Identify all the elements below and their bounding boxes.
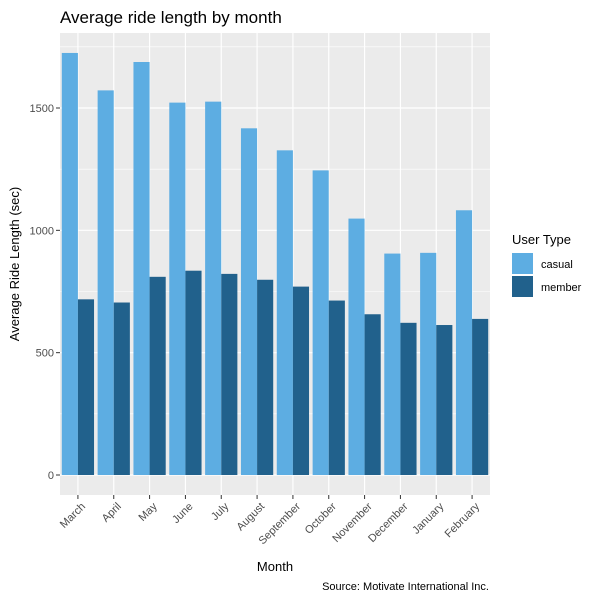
bar-member-july xyxy=(221,273,238,475)
bar-member-october xyxy=(328,300,345,475)
x-tick-label: July xyxy=(209,500,232,523)
y-axis-title: Average Ride Length (sec) xyxy=(7,187,22,341)
bar-casual-february xyxy=(455,210,473,475)
x-tick-label: January xyxy=(410,500,447,537)
bar-member-june xyxy=(185,270,202,475)
bar-member-january xyxy=(436,325,453,475)
chart-title: Average ride length by month xyxy=(60,8,282,27)
bar-member-may xyxy=(149,276,166,475)
y-tick-label: 1000 xyxy=(30,225,54,237)
bar-casual-june xyxy=(169,102,186,475)
y-tick-label: 500 xyxy=(36,348,54,360)
bars xyxy=(61,52,489,476)
bar-casual-january xyxy=(420,252,437,475)
x-tick-label: March xyxy=(58,501,88,531)
bar-casual-march xyxy=(61,52,78,475)
bar-casual-august xyxy=(240,128,258,476)
x-tick-label: October xyxy=(303,500,339,536)
plot-panel xyxy=(60,33,490,495)
bar-member-april xyxy=(113,302,130,475)
bar-casual-october xyxy=(312,170,329,475)
bar-casual-december xyxy=(384,253,401,475)
legend-label-member: member xyxy=(541,282,582,294)
bar-casual-may xyxy=(133,62,150,476)
y-tick-label: 0 xyxy=(48,470,54,482)
x-tick-label: April xyxy=(100,501,124,525)
legend-key-casual xyxy=(512,253,533,274)
legend-label-casual: casual xyxy=(541,259,573,271)
legend: User Type casual member xyxy=(512,232,582,297)
bar-member-march xyxy=(77,299,95,475)
x-tick-label: June xyxy=(170,501,195,526)
bar-casual-september xyxy=(276,150,293,475)
x-tick-label: August xyxy=(235,501,268,534)
bar-member-december xyxy=(400,322,417,475)
y-tick-label: 1500 xyxy=(30,103,54,115)
bar-member-november xyxy=(364,314,381,475)
y-axis: 0 500 1000 1500 xyxy=(30,103,60,482)
source-caption: Source: Motivate International Inc. xyxy=(322,581,489,593)
bar-casual-april xyxy=(97,90,114,475)
legend-key-member xyxy=(512,276,533,297)
bar-member-february xyxy=(472,318,489,475)
bar-member-august xyxy=(257,279,274,475)
x-tick-label: May xyxy=(137,500,161,524)
bar-member-september xyxy=(292,286,310,475)
legend-title: User Type xyxy=(512,232,571,247)
x-tick-label: February xyxy=(443,500,483,540)
bar-casual-november xyxy=(348,218,365,475)
bar-casual-july xyxy=(205,101,222,475)
x-tick-label: December xyxy=(366,500,411,545)
x-axis-title: Month xyxy=(257,559,293,574)
